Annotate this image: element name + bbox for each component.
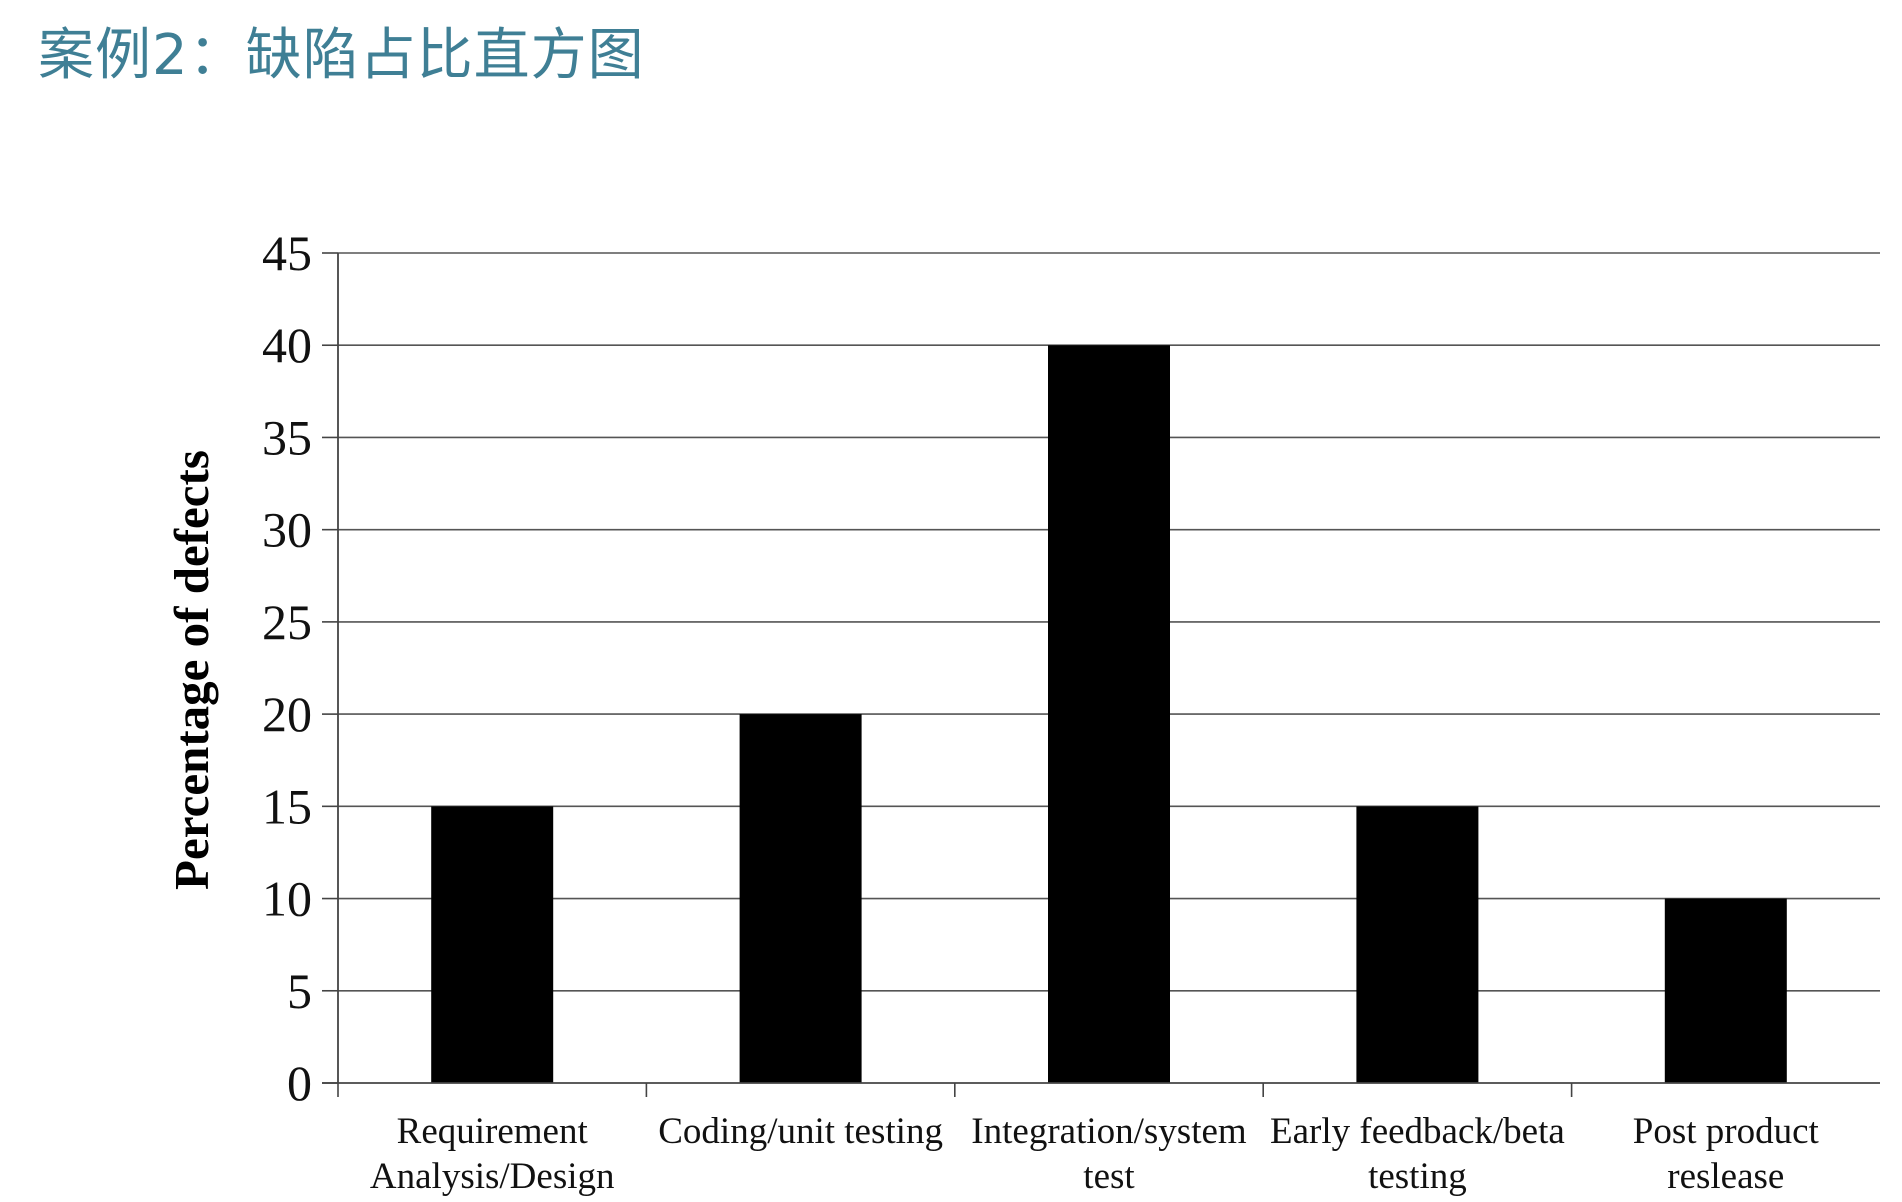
y-tick-label: 45 [262, 225, 312, 281]
y-tick-label: 0 [287, 1055, 312, 1111]
y-tick-label: 15 [262, 778, 312, 834]
x-category-label-line: Coding/unit testing [658, 1111, 943, 1152]
y-tick-label: 10 [262, 871, 312, 927]
x-category-label: Integration/system test [971, 1111, 1247, 1197]
x-category-label-line: reslease [1667, 1156, 1784, 1197]
slide-title: 案例2：缺陷占比直方图 [38, 23, 645, 88]
axes [322, 252, 1880, 1097]
x-category-label-line: Post product [1633, 1111, 1820, 1152]
x-category-label-line: test [1083, 1156, 1135, 1197]
y-tick-label: 35 [262, 409, 312, 465]
bar [1664, 898, 1787, 1083]
x-category-label-line: Early feedback/beta [1270, 1111, 1565, 1152]
y-tick-label: 40 [262, 317, 312, 373]
x-category-label: Requirement Analysis/Design [370, 1111, 615, 1197]
y-tick-label: 30 [262, 502, 312, 558]
x-category-label-line: Requirement [397, 1111, 589, 1152]
x-category-label: Early feedback/beta testing [1270, 1111, 1565, 1197]
bars [431, 345, 1787, 1083]
x-category-label-line: Integration/system [971, 1111, 1247, 1152]
y-tick-labels: 0 5 10 15 20 25 30 35 40 45 [262, 225, 312, 1111]
bar [1356, 806, 1479, 1083]
x-category-label-line: Analysis/Design [370, 1156, 615, 1197]
bar [739, 714, 862, 1083]
bar [1048, 345, 1170, 1083]
x-category-label: Coding/unit testing [658, 1111, 943, 1152]
x-category-label: Post product reslease [1633, 1111, 1820, 1197]
y-tick-label: 5 [287, 963, 312, 1019]
y-axis-title: Percentage of defects [164, 450, 219, 890]
y-tick-label: 20 [262, 686, 312, 742]
y-tick-label: 25 [262, 594, 312, 650]
x-category-label-line: testing [1368, 1156, 1467, 1197]
x-category-labels: Requirement Analysis/Design Coding/unit te… [370, 1111, 1820, 1197]
bar [431, 806, 554, 1083]
